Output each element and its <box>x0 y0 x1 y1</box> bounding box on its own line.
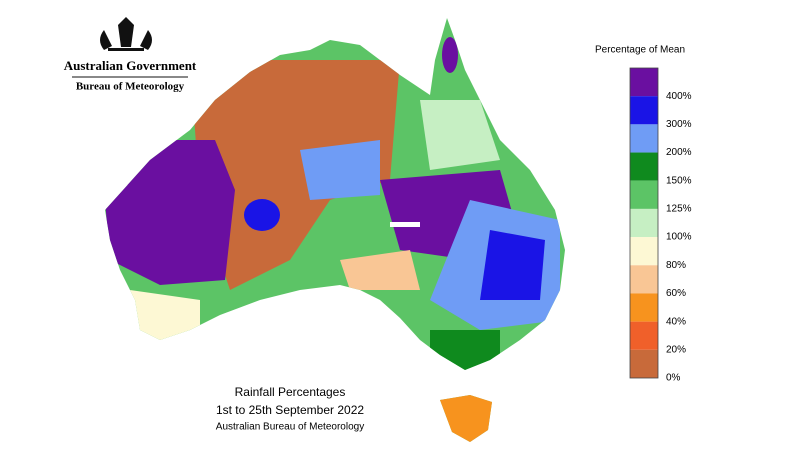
legend-swatch <box>630 152 658 181</box>
legend-label: 400% <box>666 91 692 102</box>
legend-title: Percentage of Mean <box>595 45 685 56</box>
legend-swatch <box>630 237 658 266</box>
legend-label: 100% <box>666 232 692 243</box>
government-name: Australian Government <box>64 58 197 73</box>
legend-label: 200% <box>666 147 692 158</box>
map-period: 1st to 25th September 2022 <box>216 403 364 417</box>
legend-swatch <box>630 68 658 97</box>
agency-name: Bureau of Meteorology <box>76 81 185 93</box>
legend-label: 300% <box>666 119 692 130</box>
legend-label: 60% <box>666 288 686 299</box>
legend-swatch <box>630 293 658 322</box>
map-source: Australian Bureau of Meteorology <box>216 422 364 433</box>
legend-swatch <box>630 349 658 378</box>
legend-swatch <box>630 265 658 294</box>
legend-label: 125% <box>666 204 692 215</box>
legend-swatch <box>630 96 658 125</box>
crest <box>100 17 152 51</box>
legend-label: 40% <box>666 316 686 327</box>
legend-frame <box>629 67 659 379</box>
legend-swatch <box>630 321 658 350</box>
legend-swatch <box>630 124 658 153</box>
legend-swatch <box>630 208 658 238</box>
legend-label: 20% <box>666 344 686 355</box>
legend-swatch <box>630 180 658 209</box>
legend: 400% 300% 200% 150% 125% 100% 80% 60% 40% 20% 0% <box>629 67 692 384</box>
map-title: Rainfall Percentages <box>235 385 346 399</box>
legend-label: 150% <box>666 175 692 186</box>
legend-label: 80% <box>666 260 686 271</box>
legend-label: 0% <box>666 373 681 384</box>
map-gap <box>390 222 420 227</box>
